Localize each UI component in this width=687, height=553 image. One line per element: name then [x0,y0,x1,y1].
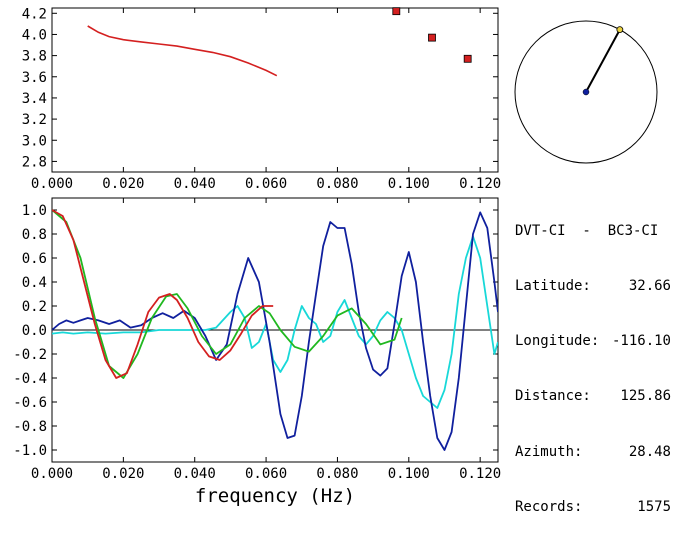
x-tick-label: 0.060 [245,466,287,482]
x-tick-label: 0.000 [31,466,73,482]
x-tick-label: 0.080 [316,466,358,482]
y-tick-label: 0.2 [22,299,47,315]
y-tick-label: 3.2 [22,112,47,128]
info-label: Records: [515,498,583,515]
info-value: -116.10 [611,333,671,350]
phase-velocity-curve [87,25,278,77]
figure: 0.000 0.020 0.040 0.060 0.080 0.100 0.120 2.8 3.… [13,6,671,515]
y-tick-label: 2.8 [22,154,47,170]
y-tick-label: 0.8 [22,227,47,243]
info-row-distance: Distance: 125.86 [515,387,671,405]
info-label: Azimuth: [515,443,583,460]
dial-tip-dot [616,26,624,33]
y-tick-label: -0.8 [13,419,47,435]
x-tick-label: 0.100 [388,176,430,192]
y-tick-label: 0.0 [22,323,47,339]
coherence-series-0 [52,235,498,409]
coherence-series-1 [52,211,498,451]
x-tick-label: 0.100 [388,466,430,482]
x-tick-label: 0.040 [174,176,216,192]
y-tick-label: 1.0 [22,203,47,219]
x-axis-label: frequency (Hz) [195,485,355,507]
y-tick-label: 0.4 [22,275,47,291]
info-value: 125.86 [620,388,671,405]
x-tick-label: 0.120 [459,176,501,192]
info-row-latitude: Latitude: 32.66 [515,277,671,295]
info-row-azimuth: Azimuth: 28.48 [515,443,671,461]
info-label: Distance: [515,388,591,405]
data-point [392,7,401,16]
y-tick-label: 3.0 [22,133,47,149]
y-tick-label: 4.0 [22,27,47,43]
azimuth-needle [585,29,621,93]
plot-frame-top [51,7,499,173]
station-info-panel: DVT-CI - BC3-CI Latitude: 32.66 Longitude… [515,185,671,553]
x-tick-label: 0.080 [316,176,358,192]
y-tick-label: -0.4 [13,371,47,387]
info-value: 1575 [637,498,671,515]
data-point [428,33,436,42]
y-tick-label: -0.2 [13,347,47,363]
chart-canvas: 0.000 0.020 0.040 0.060 0.080 0.100 0.120 2.8 3.… [13,6,658,507]
info-row-longitude: Longitude: -116.10 [515,332,671,350]
info-label: Latitude: [515,278,591,295]
station-pair-title: DVT-CI - BC3-CI [515,222,659,239]
info-row-records: Records: 1575 [515,498,671,516]
y-tick-label: 3.4 [22,91,47,107]
y-tick-label: -1.0 [13,443,47,459]
dial-center-dot [582,88,590,96]
x-tick-label: 0.060 [245,176,287,192]
y-tick-label: 3.8 [22,49,47,65]
x-tick-label: 0.040 [174,466,216,482]
y-tick-label: 3.6 [22,70,47,86]
y-tick-label: -0.6 [13,395,47,411]
azimuth-dial-circle [514,20,658,164]
y-tick-label: 4.2 [22,6,47,22]
x-tick-label: 0.020 [102,176,144,192]
x-tick-label: 0.000 [31,176,73,192]
coherence-series-3 [52,209,274,379]
y-tick-label: 0.6 [22,251,47,267]
info-label: Longitude: [515,333,600,350]
info-value: 32.66 [628,278,671,295]
info-value: 28.48 [628,443,671,460]
x-tick-label: 0.120 [459,466,501,482]
x-tick-label: 0.020 [102,466,144,482]
data-point [463,54,472,63]
coherence-series-2 [52,209,403,379]
